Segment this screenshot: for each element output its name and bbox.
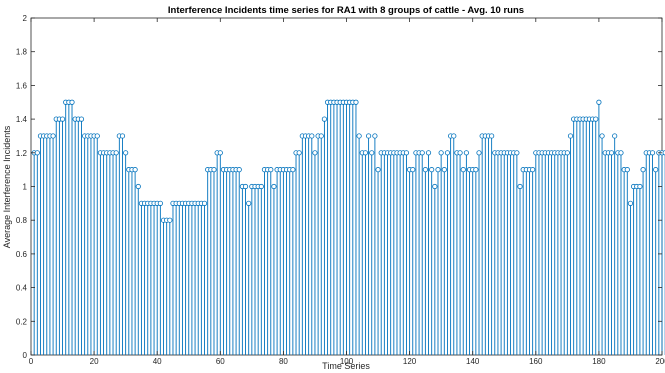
x-tick-label: 60 [216, 357, 225, 366]
stem-marker [362, 150, 369, 156]
y-tick-label: 1.2 [16, 149, 28, 158]
stem-marker [476, 150, 482, 156]
stem-marker [612, 133, 618, 139]
stem-marker [34, 150, 40, 156]
stem-marker [473, 167, 479, 173]
stem-marker [353, 99, 359, 105]
stem-marker [435, 167, 441, 173]
stem-marker [410, 167, 416, 173]
x-tick-label: 120 [403, 357, 417, 366]
stem-marker [94, 133, 100, 139]
stem-marker [242, 183, 249, 190]
y-tick-label: 0.2 [16, 317, 28, 326]
stem-marker [662, 150, 665, 156]
stem-marker [517, 183, 523, 190]
stem-marker [463, 150, 469, 156]
stem-marker [530, 167, 536, 173]
stem-marker [637, 183, 643, 190]
stem-marker [432, 183, 438, 190]
x-tick-label: 80 [279, 357, 288, 366]
chart-title: Interference Incidents time series for R… [168, 5, 524, 16]
stem-marker [422, 167, 428, 173]
x-tick-label: 140 [466, 357, 480, 366]
x-tick-label: 160 [529, 357, 543, 366]
x-tick-label: 40 [153, 357, 162, 366]
stem-marker [50, 133, 56, 139]
stem-marker [365, 133, 372, 139]
stem-marker [653, 167, 659, 173]
plot-area: 0 20 40 60 80 100 120 140 160 180 200 0 0.2 0.4 0.6 0.8… [16, 14, 665, 366]
stem-marker [135, 183, 141, 190]
x-axis-label: Time Series [322, 361, 370, 371]
x-tick-label: 0 [29, 357, 34, 366]
stem-marker [258, 183, 264, 190]
stem-marker [123, 150, 129, 156]
stem-marker [372, 133, 378, 139]
stem-marker [132, 167, 138, 173]
stem-marker [211, 167, 217, 173]
stem-marker [451, 133, 457, 139]
stem-marker [489, 133, 495, 139]
stem-marker [457, 150, 463, 156]
stem-marker [312, 150, 318, 156]
stem-marker [608, 150, 615, 156]
stem-marker [596, 99, 602, 105]
x-tick-label: 180 [592, 357, 606, 366]
stem-marker [356, 133, 362, 139]
stem-marker [593, 116, 599, 122]
stem-marker [309, 133, 315, 139]
stem-marker [167, 217, 173, 223]
stem-marker [59, 116, 66, 122]
stem-marker [460, 167, 466, 173]
y-tick-label: 0 [23, 351, 28, 360]
stem-marker [201, 200, 208, 206]
stem-marker [599, 133, 605, 139]
stem-marker [441, 167, 447, 173]
stem-marker [403, 150, 410, 156]
x-tick-label: 200 [655, 357, 665, 366]
stem-marker [271, 183, 277, 190]
stem-marker [78, 116, 85, 122]
stem-marker [246, 200, 252, 206]
stem-marker [119, 133, 126, 139]
stem-marker [514, 150, 520, 156]
y-axis-label: Average Interference Incidents [2, 125, 12, 248]
stem-marker [369, 150, 375, 156]
stem-marker [217, 150, 223, 156]
stem-marker [627, 200, 634, 206]
stem-marker [296, 150, 302, 156]
x-tick-label: 20 [90, 357, 99, 366]
y-tick-label: 0.6 [16, 250, 28, 259]
stem-marker [290, 167, 296, 173]
stem-marker [113, 150, 119, 156]
stem-marker [419, 150, 425, 156]
y-tick-label: 2 [23, 14, 28, 23]
stem-marker [321, 116, 328, 122]
stem-marker [429, 167, 435, 173]
stem-marker [157, 200, 163, 206]
y-tick-label: 1.4 [16, 115, 28, 124]
stem-marker [375, 167, 381, 173]
stem-marker [425, 150, 432, 156]
stem-marker [444, 150, 451, 156]
stem-marker [567, 133, 574, 139]
stem-marker [268, 167, 274, 173]
stem-marker [69, 99, 75, 105]
x-tick-label: 100 [340, 357, 354, 366]
y-tick-label: 0.8 [16, 216, 28, 225]
stem-marker [236, 167, 242, 173]
stem-marker [438, 150, 444, 156]
stem-marker [618, 150, 624, 156]
stem-marker [640, 167, 646, 173]
stem-marker [624, 167, 630, 173]
y-tick-label: 0.4 [16, 284, 28, 293]
stem-marker [649, 150, 656, 156]
y-tick-label: 1 [23, 183, 28, 192]
stem-marker [318, 133, 324, 139]
y-tick-label: 1.6 [16, 81, 28, 90]
y-tick-label: 1.8 [16, 48, 28, 57]
stem-marker [564, 150, 570, 156]
